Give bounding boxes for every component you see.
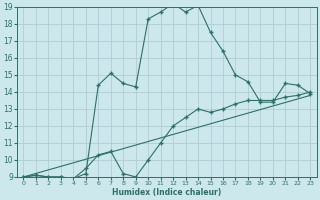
X-axis label: Humidex (Indice chaleur): Humidex (Indice chaleur) xyxy=(112,188,221,197)
